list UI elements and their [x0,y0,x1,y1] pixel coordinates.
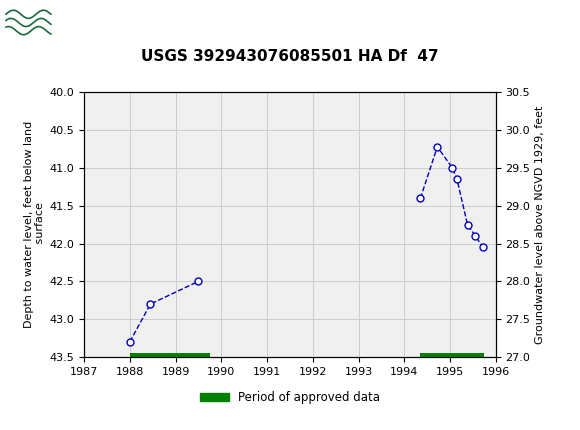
Y-axis label: Depth to water level, feet below land
 surface: Depth to water level, feet below land su… [24,121,45,328]
Bar [420,353,484,361]
Text: USGS: USGS [61,10,125,31]
Bar [130,353,210,361]
Legend: Period of approved data: Period of approved data [195,387,385,409]
Bar [5,3,54,37]
Text: USGS 392943076085501 HA Df  47: USGS 392943076085501 HA Df 47 [141,49,439,64]
Y-axis label: Groundwater level above NGVD 1929, feet: Groundwater level above NGVD 1929, feet [535,105,545,344]
